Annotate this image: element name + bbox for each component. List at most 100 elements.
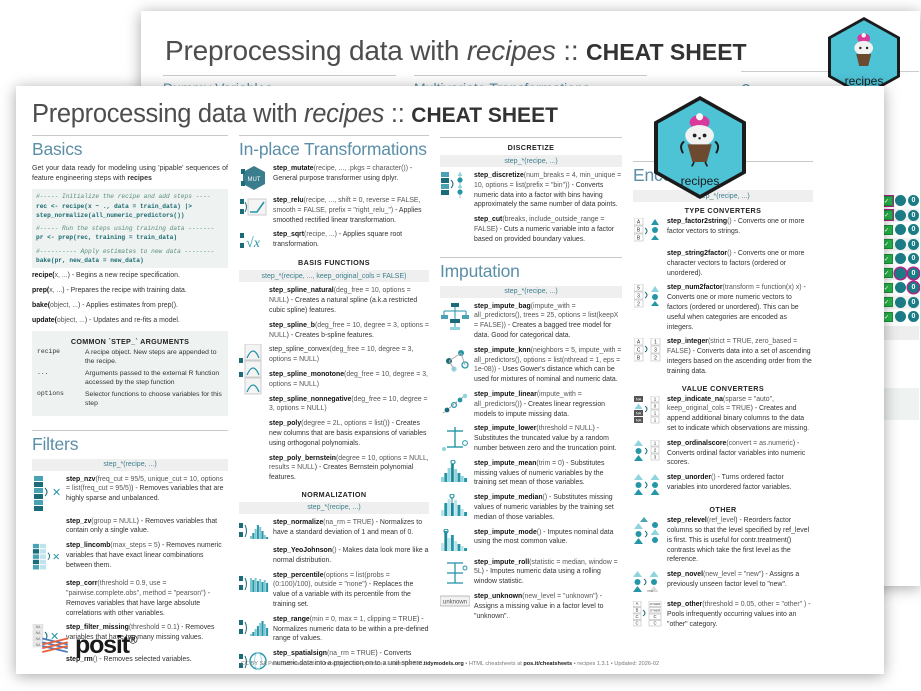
step-desc: ) - Removes numeric variables that have … — [66, 542, 222, 569]
step-icon-slot — [32, 579, 62, 580]
function-desc: ) - Applies estimates from prep(). — [77, 301, 178, 309]
median-hist-icon — [441, 494, 467, 517]
step-entry: step_range(min = 0, max = 1, clipping = … — [239, 615, 429, 644]
step-entry: step_discretize(num_breaks = 4, min_uniq… — [440, 171, 622, 210]
step-text: step_ordinalscore(convert = as.numeric) … — [667, 439, 813, 468]
step-desc: - Uses Gower's distance which can be use… — [474, 366, 618, 384]
step-desc: ) - Normalizes numeric data to be within… — [273, 615, 429, 643]
hex-label: recipes — [680, 173, 720, 188]
svg-text:NA: NA — [36, 637, 41, 641]
inplace-item-list: MUT step_mutate(recipe, ..., .pkgs = cha… — [239, 164, 429, 251]
step-name: step_nzv — [66, 475, 96, 483]
step-name: step_lincomb — [66, 542, 111, 550]
step-args: (deg_free = 10, degree = 3, options = NU… — [269, 395, 428, 413]
normalization-signature-bar: step_*(recipe, ...) — [239, 501, 429, 514]
selector-dot-info-icon: 0 — [908, 296, 919, 308]
code-line: #---------- Apply estimates to new data … — [36, 247, 215, 255]
common-step-arguments-title: COMMON `STEP_` ARGUMENTS — [70, 336, 190, 346]
svg-text:1: 1 — [654, 396, 657, 401]
basis-item: step_spline_natural(deg_free = 10, optio… — [269, 286, 429, 315]
footer-link-tidymodels[interactable]: tidymodels.org — [423, 661, 464, 667]
selector-dot-icon — [895, 238, 906, 250]
basics-function: update(object, ...) - Updates and re-fit… — [32, 316, 228, 326]
step-args: (degree = 2L, options = list() — [301, 420, 388, 428]
step-entry: NA NA NA 1 0 1 1 step_indicate_na(sparse = "a… — [633, 395, 813, 434]
svg-text:1: 1 — [654, 340, 657, 346]
step-args: (sparse = "auto", keep_original_cols = T… — [667, 395, 774, 413]
step-args: (deg_free = 10, options = NULL — [269, 287, 411, 305]
svg-text:A: A — [636, 601, 639, 606]
hist-pct-icon — [239, 575, 269, 592]
step-text: step_range(min = 0, max = 1, clipping = … — [273, 615, 429, 644]
svg-text:C: C — [653, 614, 656, 619]
step-args: (degree = 10, options = NULL, results = … — [269, 454, 429, 472]
hex-label-background: recipes — [844, 74, 884, 89]
step-icon-slot — [440, 171, 470, 200]
step-name: step_integer — [667, 338, 708, 346]
mode-hist-icon — [441, 528, 467, 551]
step-desc: - Applies smoothed rectified linear tran… — [273, 206, 422, 224]
svg-text:1: 1 — [654, 410, 657, 415]
step-icon-slot — [633, 516, 663, 547]
step-name: step_cut — [474, 216, 503, 224]
step-text: step_YeoJohnson() - Makes data look more… — [273, 546, 429, 566]
step-entry: step_impute_knn(neighbors = 5, impute_wi… — [440, 346, 622, 385]
step-text: step_other(threshold = 0.05, other = "ot… — [667, 600, 813, 629]
step-text: step_lincomb(max_steps = 5) - Removes nu… — [66, 541, 228, 570]
roll-icon — [447, 561, 468, 584]
step-text: step_impute_lower(threshold = NULL) - Su… — [474, 424, 622, 453]
step-desc: ) - Creates b-spline features. — [286, 331, 374, 339]
na-indicator-icon: NA NA NA 1 0 1 1 — [634, 395, 660, 423]
argument-row: options Selector functions to choose vari… — [37, 390, 223, 409]
function-args: object, ... — [56, 316, 85, 324]
step-entry: step_impute_roll(statistic = median, win… — [440, 558, 622, 587]
ordinal-icon: 1 2 3 — [634, 439, 660, 461]
step-args: () — [542, 494, 548, 502]
footer-link-cheatsheets[interactable]: pos.it/cheatsheets — [523, 661, 573, 667]
sheet-footer: CC BY SA Posit Software, PBC • info@posi… — [16, 661, 884, 674]
section-heading-inplace: In-place Transformations — [239, 135, 429, 160]
step-entry: step_normalize(na_rm = TRUE) - Normalize… — [239, 518, 429, 541]
step-icon-slot — [440, 346, 470, 373]
step-text: step_impute_linear(impute_with = all_pre… — [474, 390, 622, 419]
selector-dot-icon — [895, 195, 906, 206]
step-args: (statistic = median, window = 5L — [474, 558, 618, 576]
step-desc: ) - Assigns a previously unseen factor l… — [667, 571, 800, 588]
relu-chart-icon — [240, 198, 267, 216]
step-args: (min = 0, max = 1, clipping = TRUE — [309, 615, 418, 623]
step-name: step_unorder — [667, 474, 712, 482]
step-name: step_spline_monotone — [269, 370, 345, 378]
bar-filter-x-icon: ✕ — [34, 475, 61, 511]
step-text: step_impute_bag(impute_with = all_predic… — [474, 302, 622, 341]
lower-icon — [442, 427, 468, 452]
function-desc: ) - Begins a new recipe specification. — [67, 272, 180, 280]
basics-function: prep(x, ...) - Prepares the recipe with … — [32, 286, 228, 296]
step-name: step_zv — [66, 517, 92, 525]
step-text: step_string2factor() - Converts one or m… — [667, 249, 813, 278]
selector-dot-info-icon: 0 — [908, 195, 919, 206]
na-filter-x-icon: NA NA NA NA ✕ — [32, 624, 59, 648]
step-name: step_percentile — [273, 571, 324, 579]
step-text: step_rm() - Removes selected variables. — [66, 655, 228, 665]
code-line: step_normalize(all_numeric_predictors()) — [36, 211, 185, 219]
step-args: () — [331, 546, 337, 554]
svg-text:0: 0 — [654, 403, 657, 408]
step-icon-slot — [440, 215, 470, 216]
section-heading-imputation: Imputation — [440, 256, 622, 282]
step-icon-slot: 5 3 2 — [633, 283, 663, 310]
step-text: step_impute_mode() - Imputes nominal dat… — [474, 528, 622, 548]
step-icon-slot: new — [633, 570, 663, 595]
basis-wrap: step_spline_natural(deg_free = 10, optio… — [239, 286, 429, 483]
selector-dot-icon — [895, 311, 906, 322]
step-icon-slot: unknown — [440, 592, 470, 609]
step-desc: ) - Converts data into a set of ascendin… — [667, 348, 812, 375]
basis-icon-slot — [239, 343, 265, 401]
step-entry: step_percentile(options = list(probs = (… — [239, 571, 429, 610]
step-name: step_impute_linear — [474, 390, 537, 398]
step-name: step_rm — [66, 656, 93, 664]
step-entry: step_impute_linear(impute_with = all_pre… — [440, 390, 622, 419]
function-desc: ) - Prepares the recipe with training da… — [62, 287, 187, 295]
basis-item: step_poly(degree = 2L, options = list())… — [269, 419, 429, 448]
